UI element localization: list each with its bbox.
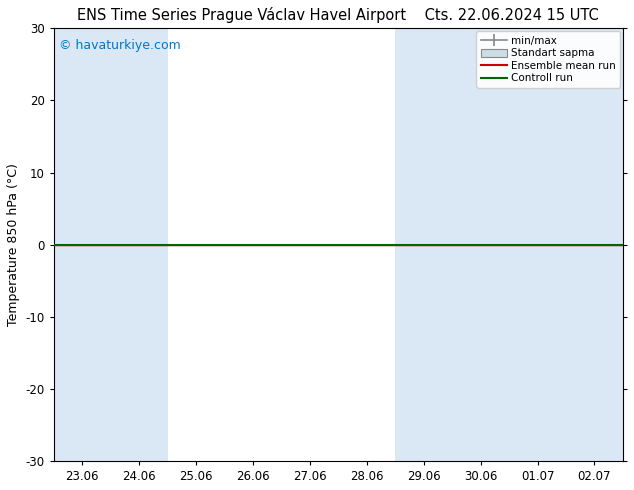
Bar [509,28,566,461]
Title: ENS Time Series Prague Václav Havel Airport    Cts. 22.06.2024 15 UTC: ENS Time Series Prague Václav Havel Airp… [77,7,599,23]
Bar [395,28,452,461]
Y-axis label: Temperature 850 hPa (°C): Temperature 850 hPa (°C) [7,163,20,326]
Text: © havaturkiye.com: © havaturkiye.com [60,39,181,52]
Bar [452,28,509,461]
Bar [566,28,623,461]
Bar [111,28,167,461]
Bar [54,28,111,461]
Legend: min/max, Standart sapma, Ensemble mean run, Controll run: min/max, Standart sapma, Ensemble mean r… [477,31,620,88]
